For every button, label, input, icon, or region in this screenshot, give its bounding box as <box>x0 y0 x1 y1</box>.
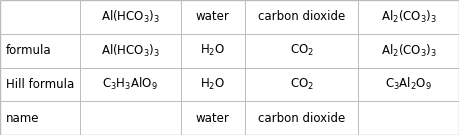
Text: CO$_2$: CO$_2$ <box>290 77 313 92</box>
Text: carbon dioxide: carbon dioxide <box>258 10 345 23</box>
Text: name: name <box>6 112 39 125</box>
Text: C$_3$H$_3$AlO$_9$: C$_3$H$_3$AlO$_9$ <box>102 76 158 92</box>
Text: CO$_2$: CO$_2$ <box>290 43 313 58</box>
Text: Al$_2$(CO$_3$)$_3$: Al$_2$(CO$_3$)$_3$ <box>381 9 437 25</box>
Text: water: water <box>196 112 230 125</box>
Text: C$_3$Al$_2$O$_9$: C$_3$Al$_2$O$_9$ <box>385 76 432 92</box>
Text: H$_2$O: H$_2$O <box>200 77 225 92</box>
Text: H$_2$O: H$_2$O <box>200 43 225 58</box>
Text: Hill formula: Hill formula <box>6 78 74 91</box>
Text: Al(HCO$_3$)$_3$: Al(HCO$_3$)$_3$ <box>101 43 160 59</box>
Text: carbon dioxide: carbon dioxide <box>258 112 345 125</box>
Text: Al(HCO$_3$)$_3$: Al(HCO$_3$)$_3$ <box>101 9 160 25</box>
Text: water: water <box>196 10 230 23</box>
Text: Al$_2$(CO$_3$)$_3$: Al$_2$(CO$_3$)$_3$ <box>381 43 437 59</box>
Text: formula: formula <box>6 44 51 57</box>
